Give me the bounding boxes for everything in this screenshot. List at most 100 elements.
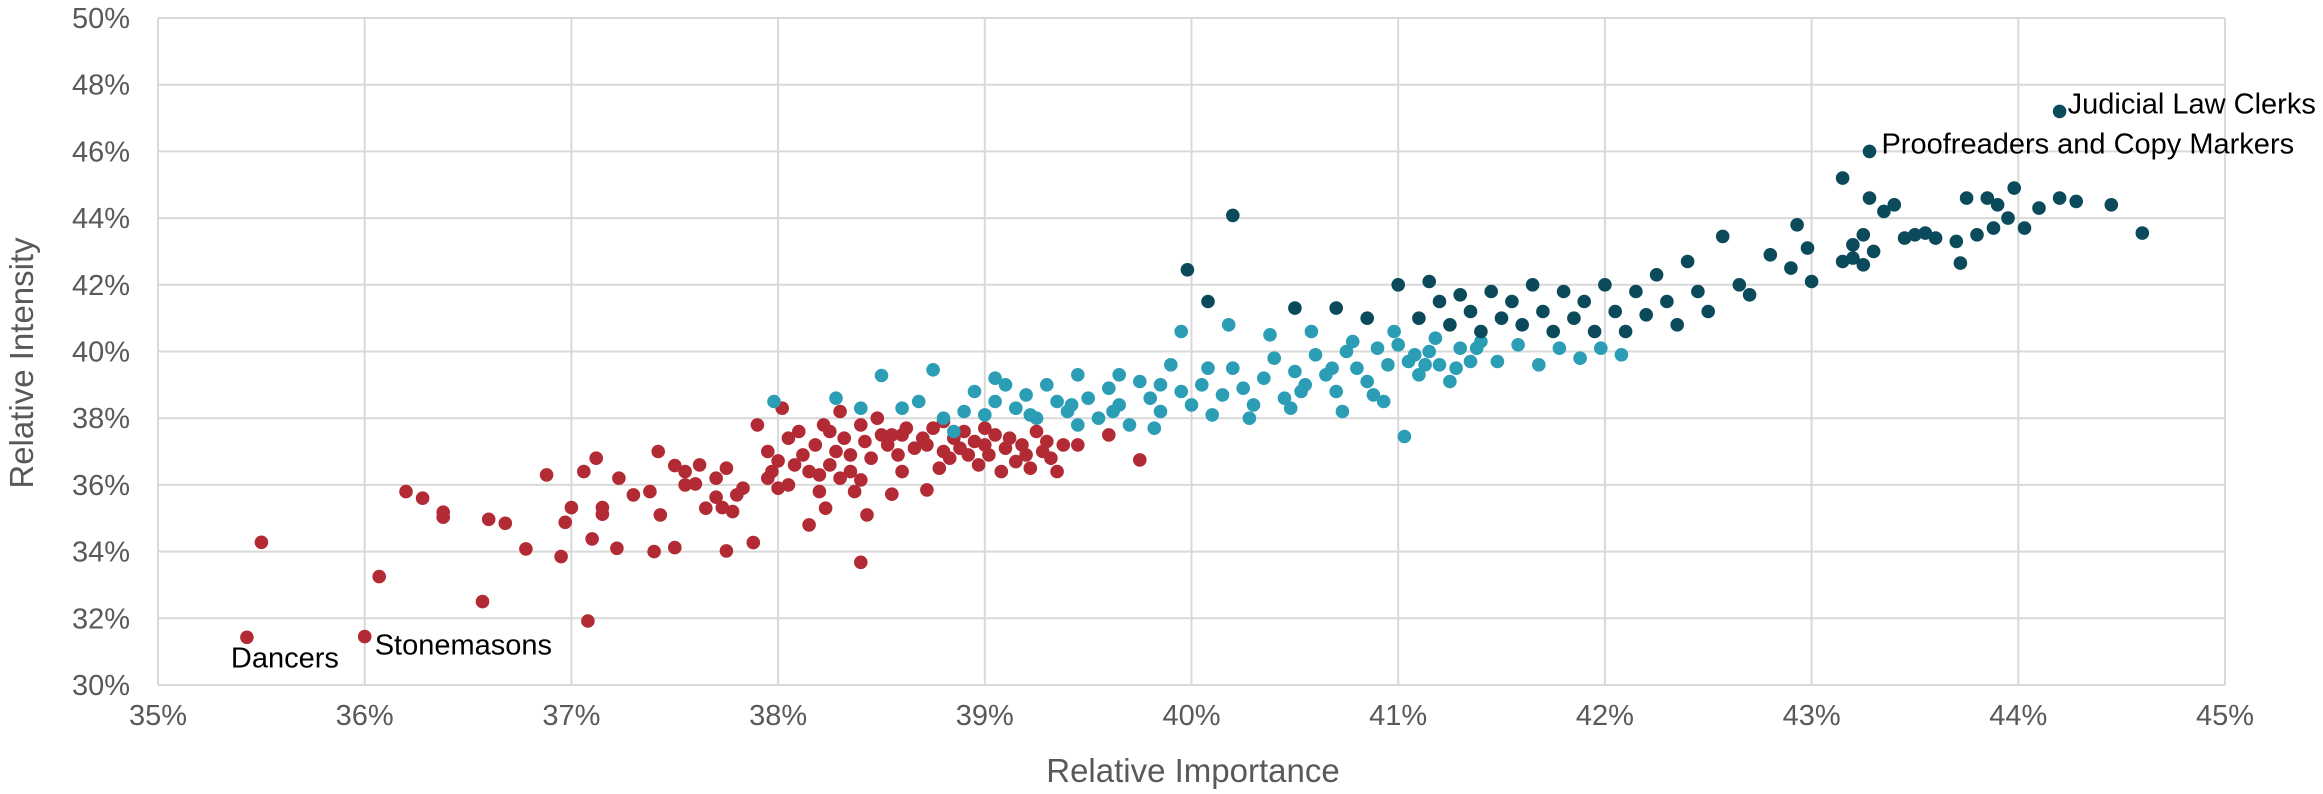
data-point — [978, 421, 992, 436]
data-point — [1019, 388, 1033, 402]
data-point — [1856, 228, 1871, 242]
data-point — [833, 404, 847, 419]
data-point — [1019, 448, 1033, 462]
data-point — [1484, 284, 1498, 299]
data-point — [911, 394, 926, 409]
data-point — [1742, 288, 1757, 302]
y-tick-label: 40% — [72, 337, 130, 369]
data-point — [1370, 341, 1385, 356]
data-point — [891, 448, 905, 462]
data-point — [767, 394, 781, 409]
data-point — [539, 468, 554, 482]
data-point — [1308, 348, 1323, 362]
data-point — [1226, 208, 1240, 223]
data-point — [1335, 404, 1350, 419]
data-point — [1277, 391, 1292, 406]
data-point — [1215, 388, 1230, 402]
data-point — [2001, 211, 2015, 225]
data-point — [1143, 391, 1157, 406]
data-point — [1056, 438, 1071, 452]
x-tick-label: 43% — [1783, 700, 1841, 732]
data-point — [1246, 398, 1261, 412]
data-point — [1629, 284, 1643, 299]
x-tick-label: 35% — [129, 700, 187, 732]
data-point — [715, 500, 730, 515]
data-point — [1023, 461, 1038, 476]
data-point — [1639, 308, 1653, 322]
data-point — [1267, 351, 1281, 366]
data-point — [1453, 341, 1467, 356]
data-point — [854, 555, 868, 570]
y-tick-label: 38% — [72, 403, 130, 435]
data-point — [1360, 374, 1374, 389]
data-point — [1784, 261, 1798, 275]
data-point — [1029, 424, 1044, 439]
grid-lines — [157, 17, 2226, 686]
data-point — [589, 451, 603, 466]
data-point — [668, 540, 682, 555]
data-point — [1147, 421, 1162, 436]
data-point — [357, 629, 372, 644]
data-point — [1490, 354, 1505, 369]
data-point — [1329, 301, 1343, 315]
data-point — [792, 424, 806, 439]
data-point — [1288, 301, 1302, 315]
data-point — [1201, 294, 1215, 309]
data-point — [1494, 311, 1509, 326]
point-annotations: Judicial Law Clerks Proofreaders and Copy… — [231, 88, 2316, 674]
data-point — [1257, 371, 1271, 386]
data-point — [719, 544, 734, 558]
y-tick-label: 32% — [72, 603, 130, 635]
data-point — [1064, 398, 1079, 412]
data-point — [982, 448, 996, 462]
data-point — [1680, 254, 1695, 269]
data-point — [678, 464, 692, 479]
x-tick-label: 41% — [1369, 700, 1427, 732]
data-point — [1304, 324, 1319, 339]
data-point — [750, 418, 765, 432]
data-point — [1928, 231, 1943, 245]
data-point — [1846, 251, 1860, 265]
x-tick-label: 36% — [336, 700, 394, 732]
data-point — [1691, 284, 1705, 299]
data-point — [802, 518, 816, 532]
data-point — [709, 471, 723, 486]
data-point — [899, 421, 914, 436]
data-point — [1552, 341, 1567, 356]
data-point — [2007, 181, 2021, 195]
data-point — [1283, 401, 1298, 416]
data-point — [653, 508, 668, 522]
data-point — [781, 478, 796, 492]
data-point — [554, 549, 568, 564]
x-axis-title: Relative Importance — [1046, 752, 1339, 789]
data-point — [2135, 226, 2150, 240]
data-point — [1205, 408, 1219, 422]
x-tick-label: 38% — [749, 700, 807, 732]
data-point — [1102, 381, 1116, 396]
data-point — [1835, 171, 1850, 185]
data-point — [907, 441, 922, 456]
data-point — [1050, 394, 1064, 409]
data-point — [1422, 274, 1436, 289]
x-tick-label: 42% — [1576, 700, 1634, 732]
data-point — [1443, 374, 1457, 389]
data-point — [1463, 304, 1478, 319]
data-point — [1804, 274, 1819, 289]
data-point — [988, 428, 1002, 442]
data-point — [1153, 378, 1168, 392]
data-point — [1618, 324, 1633, 339]
data-point — [1990, 198, 2005, 212]
data-point — [1887, 198, 1902, 212]
data-point — [843, 448, 858, 462]
data-point — [1862, 191, 1877, 205]
data-point — [957, 424, 971, 439]
x-axis-tick-labels: 35% 36% 37% 38% 39% 40% 41% 42% 43% 44% 45% — [129, 700, 2254, 732]
y-tick-label: 44% — [72, 203, 130, 235]
data-point — [1023, 408, 1038, 422]
data-point — [475, 594, 490, 609]
data-point — [1422, 344, 1436, 359]
data-point — [1856, 258, 1871, 272]
data-point — [1953, 256, 1968, 270]
data-point — [926, 421, 940, 436]
data-point — [725, 504, 740, 519]
